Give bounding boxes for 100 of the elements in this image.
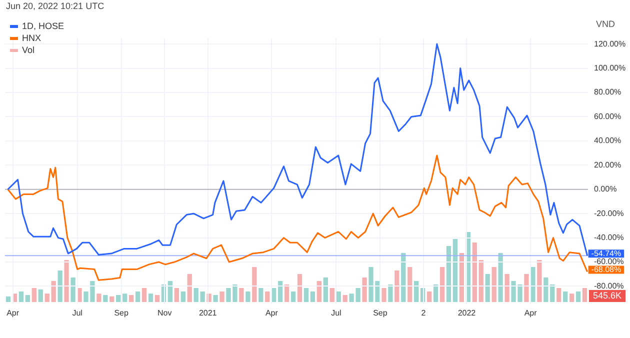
bar [103,295,108,302]
bar [336,292,341,302]
y-axis-title: VND [596,18,616,29]
bar [51,281,56,302]
bar [504,274,510,302]
annotation: -68.08% [591,265,622,274]
legend-label: Vol [21,44,36,56]
bar [485,274,490,302]
bar [64,260,69,302]
bar [142,288,147,302]
y-tick-label: -60.00% [594,257,624,266]
x-tick-label: 2022 [458,308,476,318]
bar [382,288,386,302]
bar [213,295,218,302]
bar [498,253,503,302]
bar [168,281,173,302]
bar [440,267,445,302]
x-tick-label: Jul [331,308,342,318]
bar [154,295,160,302]
bar [187,274,192,302]
legend-label: HNX [21,32,42,44]
bar [550,284,555,302]
bar [446,246,452,302]
y-tick-label: 60.00% [594,112,622,121]
x-tick-label: Apr [6,308,20,318]
y-tick-label: 20.00% [594,160,622,170]
bar [252,267,257,302]
bar [148,294,154,302]
bar [122,294,128,302]
x-tick-label: Jul [72,308,83,318]
bar [297,274,302,302]
bar [258,288,264,302]
bar [576,292,581,302]
bar [310,292,316,302]
x-tick-label: Apr [524,308,538,318]
bar [96,294,102,302]
bar [316,281,322,302]
bar [18,292,24,302]
y-tick-label: -80.00% [594,281,624,290]
bar [239,288,244,302]
bar [6,296,11,302]
bar [414,281,419,302]
bar [537,260,542,302]
bar [25,295,30,302]
bar [582,288,588,302]
bar [562,292,568,302]
bar [530,267,536,302]
bar [220,292,224,302]
bar [492,267,496,302]
bar [290,292,296,302]
bar [304,288,309,302]
y-tick-label: 100.00% [594,63,626,72]
bar [135,292,140,302]
bar [401,253,406,302]
bar [408,267,412,302]
y-tick-label: 80.00% [594,88,622,97]
bar [524,274,529,302]
bar [116,295,121,302]
annotation: -54.74% [591,248,622,258]
bar [284,284,290,302]
bar [433,284,438,302]
y-tick-label: 40.00% [594,136,622,146]
bar [323,278,328,302]
bar [44,294,50,302]
bar [32,288,36,302]
bar [38,289,43,302]
bar [330,288,334,302]
bar [174,288,179,302]
bar [569,294,574,302]
bar [459,253,464,302]
x-tick-label: Nov [157,308,172,318]
bar [362,278,367,302]
y-tick-label: 120.00% [594,39,626,48]
bar [394,270,400,302]
text: 545.6K [593,290,622,300]
text: Jun 20, 2022 10:21 UTC [6,1,104,11]
x-tick-label: Sep [114,308,129,318]
bar [180,292,186,302]
x-tick-label: 2 [421,308,426,318]
bar [70,278,76,302]
bar [556,288,562,302]
bar [110,296,114,302]
y-tick-label: -20.00% [594,208,624,218]
y-tick-label: -40.00% [594,233,624,242]
x-tick-label: 2021 [198,308,218,318]
bar [342,295,348,302]
x-tick-label: Apr [265,308,278,318]
bar [426,292,432,302]
bar [278,281,283,302]
bar [388,284,393,302]
bar [265,292,270,302]
bar [544,278,548,302]
bar [478,260,484,302]
legend-label: 1D, HOSE [21,20,64,32]
bar [58,270,62,302]
bar [452,239,458,302]
x-tick-label: Sep [373,308,388,318]
bar [246,292,250,302]
bar [128,295,134,302]
bar [472,242,477,302]
